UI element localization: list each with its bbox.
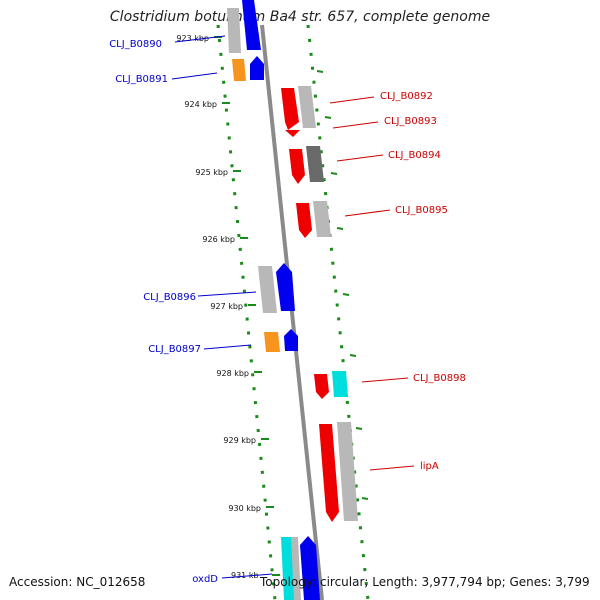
gene-label-CLJ_B0890[interactable]: CLJ_B0890 xyxy=(109,39,162,50)
tick-label: 931 kb xyxy=(231,571,259,580)
tick-930: 930 kbp xyxy=(228,504,274,513)
gene-CLJ_B0890[interactable]: CLJ_B0890 xyxy=(109,0,261,53)
gene-CLJ_B0893[interactable]: CLJ_B0893 xyxy=(285,116,437,137)
gene-label-oxdD[interactable]: oxdD xyxy=(192,574,218,585)
gene-lipA[interactable]: lipA xyxy=(319,422,439,522)
right-tick-marks xyxy=(316,70,369,500)
gene-label-CLJ_B0895[interactable]: CLJ_B0895 xyxy=(395,205,448,216)
tick-label: 926 kbp xyxy=(202,235,235,244)
tick-label: 928 kbp xyxy=(216,369,249,378)
tick-label: 929 kbp xyxy=(223,436,256,445)
tick-label: 927 kbp xyxy=(210,302,243,311)
genome-backbone xyxy=(260,24,324,600)
accession-label: Accession: NC_012658 xyxy=(9,575,146,589)
map-title: Clostridium botulinum Ba4 str. 657, comp… xyxy=(109,9,491,25)
gene-label-CLJ_B0894[interactable]: CLJ_B0894 xyxy=(388,150,441,161)
tick-927: 927 kbp xyxy=(210,302,256,311)
tick-924: 924 kbp xyxy=(184,100,230,109)
gene-CLJ_B0897[interactable]: CLJ_B0897 xyxy=(148,329,298,355)
gene-label-CLJ_B0892[interactable]: CLJ_B0892 xyxy=(380,91,433,102)
tick-label: 925 kbp xyxy=(195,168,228,177)
gene-oxdD[interactable]: oxdD xyxy=(192,536,320,600)
right-dotted-track xyxy=(306,24,370,600)
tick-929: 929 kbp xyxy=(223,436,269,445)
gene-CLJ_B0894[interactable]: CLJ_B0894 xyxy=(289,146,441,184)
tick-926: 926 kbp xyxy=(202,235,248,244)
tick-925: 925 kbp xyxy=(195,168,241,177)
gene-CLJ_B0891[interactable]: CLJ_B0891 xyxy=(115,56,264,85)
gene-CLJ_B0898[interactable]: CLJ_B0898 xyxy=(314,371,466,399)
gene-label-CLJ_B0896[interactable]: CLJ_B0896 xyxy=(143,292,196,303)
gene-CLJ_B0895[interactable]: CLJ_B0895 xyxy=(296,201,448,238)
gene-label-CLJ_B0893[interactable]: CLJ_B0893 xyxy=(384,116,437,127)
gene-label-lipA[interactable]: lipA xyxy=(420,461,439,472)
gene-label-CLJ_B0891[interactable]: CLJ_B0891 xyxy=(115,74,168,85)
tick-label: 924 kbp xyxy=(184,100,217,109)
tick-label: 923 kbp xyxy=(176,34,209,43)
tick-928: 928 kbp xyxy=(216,369,262,378)
tick-931: 931 kb xyxy=(231,571,280,580)
gene-CLJ_B0896[interactable]: CLJ_B0896 xyxy=(143,263,295,313)
genome-summary: Topology: circular; Length: 3,977,794 bp… xyxy=(260,575,590,589)
gene-label-CLJ_B0898[interactable]: CLJ_B0898 xyxy=(413,373,466,384)
tick-label: 930 kbp xyxy=(228,504,261,513)
tick-923: 923 kbp xyxy=(176,34,222,43)
gene-CLJ_B0892[interactable]: CLJ_B0892 xyxy=(281,86,433,130)
gene-label-CLJ_B0897[interactable]: CLJ_B0897 xyxy=(148,344,201,355)
